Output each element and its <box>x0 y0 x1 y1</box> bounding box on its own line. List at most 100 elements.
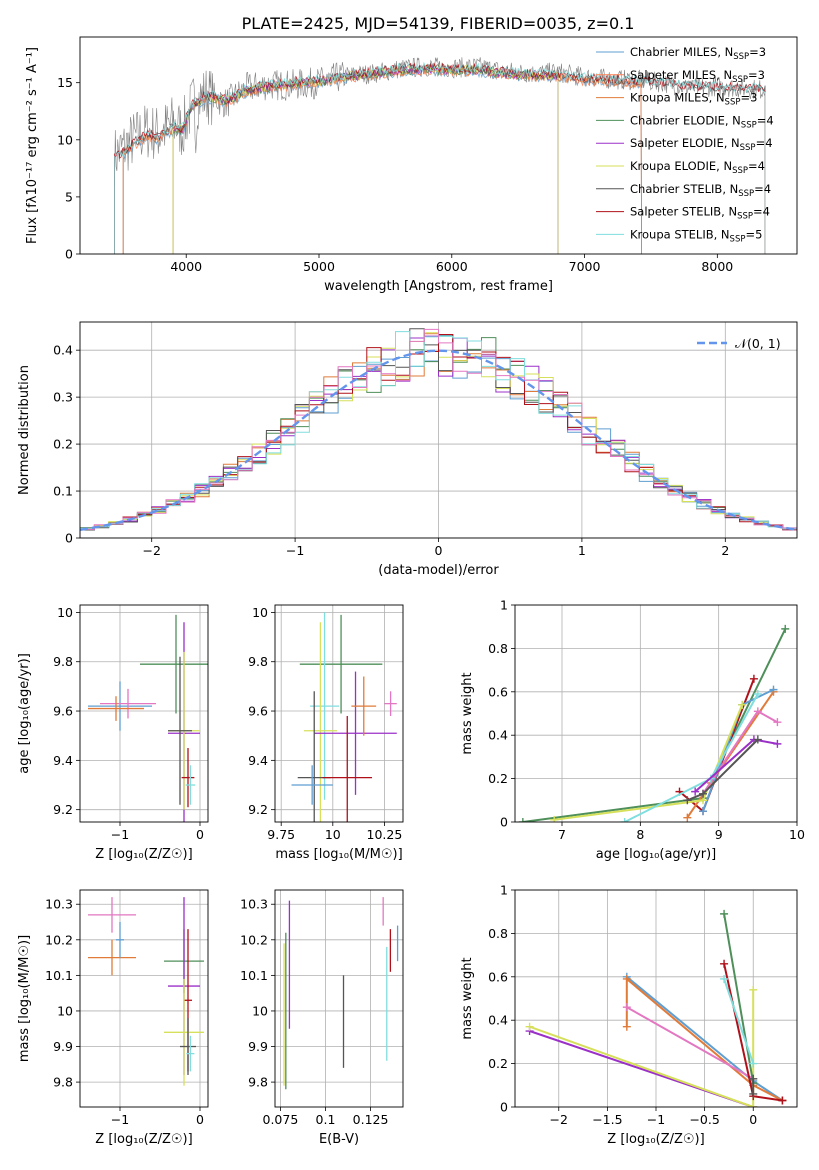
weight-marker <box>720 974 729 983</box>
legend-subscript: SSP <box>732 166 748 176</box>
x-tick-label: 8 <box>636 827 644 842</box>
legend-subscript: SSP <box>740 143 756 153</box>
x-tick-label: 0 <box>196 1112 204 1127</box>
x-tick-label: −1.5 <box>592 1112 622 1127</box>
legend-label: Chabrier STELIB, NSSP=4 <box>630 182 771 199</box>
y-tick-label: 0.4 <box>488 1013 508 1028</box>
legend-label: Chabrier MILES, NSSP=3 <box>630 45 766 62</box>
weight-line <box>723 978 755 1064</box>
legend-label: 𝒩(0, 1) <box>735 336 781 351</box>
legend-model-name: Chabrier ELODIE, N <box>630 113 741 127</box>
x-tick-label: 2 <box>721 543 729 558</box>
y-tick-label: 10.1 <box>45 968 73 983</box>
y-tick-label: 10 <box>252 1003 268 1018</box>
x-tick-label: −1 <box>647 1112 665 1127</box>
errorbar-point <box>168 656 192 805</box>
x-tick-label: 0.1 <box>316 1112 336 1127</box>
legend-subscript: SSP <box>741 120 757 130</box>
y-tick-label: 9.6 <box>248 704 268 719</box>
y-tick-label: 0 <box>500 1100 508 1115</box>
errorbar-point <box>299 614 383 714</box>
weight-marker <box>738 700 747 709</box>
y-tick-label: 0.4 <box>488 728 508 743</box>
legend-label: Kroupa MILES, NSSP=3 <box>630 91 757 108</box>
y-tick-label: 10 <box>57 1003 73 1018</box>
panel-residuals: −2 −1 0 1 2 0 0.1 0.2 0.3 0.4 (data-model)/error No… <box>17 321 798 578</box>
legend-model-name: Salpeter ELODIE, N <box>630 136 740 150</box>
figure-title: PLATE=2425, MJD=54139, FIBERID=0035, z=0… <box>242 14 635 33</box>
weight-marker <box>518 818 527 822</box>
legend-model-name: Chabrier MILES, N <box>630 45 733 59</box>
weight-marker <box>699 789 707 798</box>
y-axis-label: mass [log₁₀(M/M☉)] <box>17 935 32 1062</box>
axes-frame <box>79 604 209 823</box>
x-tick-label: 7000 <box>569 259 601 274</box>
weight-marker <box>753 707 762 716</box>
legend-model-name: Kroupa ELODIE, N <box>630 159 732 173</box>
y-tick-label: 10 <box>57 132 73 147</box>
x-tick-label: −0.5 <box>689 1112 719 1127</box>
y-tick-label: 0.4 <box>53 343 73 358</box>
axes-frame <box>79 36 798 255</box>
plot-area <box>80 322 797 538</box>
legend-model-name: Salpeter MILES, N <box>630 68 732 82</box>
x-tick-label: −2 <box>550 1112 568 1127</box>
x-axis-label: E(B-V) <box>319 1132 359 1147</box>
y-tick-label: 9.2 <box>53 802 73 817</box>
y-tick-label: 0.1 <box>53 484 73 499</box>
y-tick-label: 0.2 <box>488 1056 508 1071</box>
normal-curve <box>80 349 797 531</box>
weight-marker <box>550 815 559 822</box>
legend-subscript: SSP <box>732 75 748 85</box>
weight-line <box>626 1006 754 1080</box>
y-tick-label: 9.6 <box>53 704 73 719</box>
axes-frame <box>274 604 404 823</box>
weight-marker <box>749 1074 758 1083</box>
axes-frame <box>79 889 209 1108</box>
legend-subscript: SSP <box>733 52 749 62</box>
weight-line <box>625 976 783 1102</box>
errorbar-point <box>351 676 377 736</box>
y-tick-label: 0.2 <box>53 437 73 452</box>
y-tick-label: 9.8 <box>53 654 73 669</box>
legend-subscript: SSP <box>738 189 754 199</box>
weight-marker <box>773 718 782 727</box>
legend-nssp: =4 <box>754 182 771 196</box>
weight-marker <box>683 813 692 822</box>
weight-marker <box>781 624 790 633</box>
x-tick-label: 10 <box>325 827 341 842</box>
panel-ebv-mass: 0.075 0.1 0.125 9.8 9.9 10 10.1 10.2 10.3 E(B-V) <box>240 889 404 1147</box>
weight-line <box>678 678 755 813</box>
plot-area <box>275 890 403 1107</box>
legend-model-name: Salpeter STELIB, N <box>630 205 737 219</box>
y-tick-label: 0 <box>65 531 73 546</box>
y-axis-label: age [log₁₀(age/yr)] <box>17 653 32 774</box>
x-tick-label: 0 <box>749 1112 757 1127</box>
weight-marker <box>749 985 758 994</box>
panel-mass-age: 9.75 10 10.25 9.2 9.4 9.6 9.8 10 mass [log₁₀(M/M… <box>248 604 404 862</box>
plot-area <box>515 605 797 822</box>
weight-marker <box>749 1089 758 1098</box>
weight-marker <box>683 796 692 805</box>
axes-frame <box>79 321 798 539</box>
weight-marker <box>720 959 729 968</box>
x-tick-label: −1 <box>111 827 129 842</box>
legend-subscript: SSP <box>737 212 753 222</box>
legend-model-name: Kroupa MILES, N <box>630 91 725 105</box>
panel-Z-weight: −2 −1.5 −1 −0.5 0 0 0.2 0.4 0.6 0.8 1 Z [log₁₀(Z/Z☉… <box>460 883 798 1147</box>
x-axis-label: wavelength [Angstrom, rest frame] <box>324 279 553 294</box>
legend-label: Salpeter STELIB, NSSP=4 <box>630 205 770 222</box>
y-tick-label: 9.8 <box>248 1075 268 1090</box>
weight-marker <box>773 739 782 748</box>
panel-Z-age: −1 0 9.2 9.4 9.6 9.8 10 Z [log₁₀(Z/Z☉)] age [log… <box>17 604 209 862</box>
legend-nssp: =4 <box>753 205 770 219</box>
errorbar-point <box>310 612 339 800</box>
y-tick-label: 0.6 <box>488 684 508 699</box>
errorbar-point <box>322 715 373 822</box>
legend-label: Kroupa ELODIE, NSSP=4 <box>630 159 765 176</box>
legend-nssp: =5 <box>745 227 762 241</box>
legend-subscript: SSP <box>725 98 741 108</box>
y-tick-label: 1 <box>500 883 508 898</box>
model-spectrum <box>114 61 766 254</box>
